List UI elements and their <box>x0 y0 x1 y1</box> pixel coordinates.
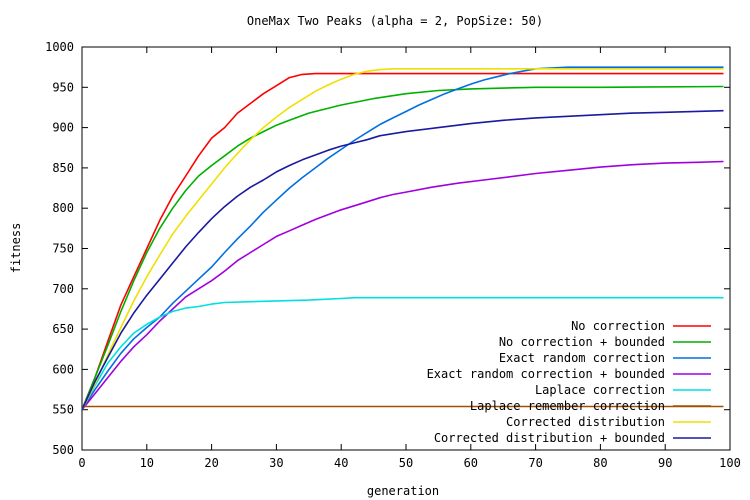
y-tick-label: 900 <box>52 121 74 135</box>
legend-label: Exact random correction <box>499 351 665 365</box>
y-tick-label: 700 <box>52 282 74 296</box>
series-line-1 <box>81 72 724 410</box>
x-tick-label: 100 <box>719 456 741 470</box>
x-tick-label: 40 <box>334 456 348 470</box>
series-line-5 <box>81 296 724 411</box>
x-tick-label: 90 <box>658 456 672 470</box>
legend-label: Corrected distribution + bounded <box>434 431 665 445</box>
y-tick-label: 850 <box>52 161 74 175</box>
y-tick-label: 950 <box>52 80 74 94</box>
series-line-7 <box>81 68 724 411</box>
y-tick-label: 750 <box>52 242 74 256</box>
x-tick-label: 20 <box>204 456 218 470</box>
x-axis-label: generation <box>367 484 439 498</box>
series-line-4 <box>81 160 724 411</box>
series-line-8 <box>81 109 724 411</box>
y-tick-label: 550 <box>52 403 74 417</box>
x-tick-label: 80 <box>593 456 607 470</box>
y-tick-label: 800 <box>52 201 74 215</box>
legend-label: Corrected distribution <box>506 415 665 429</box>
legend-label: No correction + bounded <box>499 335 665 349</box>
y-axis-label: fitness <box>9 223 23 274</box>
series-line-2 <box>81 85 724 410</box>
legend-label: Exact random correction + bounded <box>427 367 665 381</box>
series-lines <box>81 66 724 411</box>
y-axis: 500 550 600 650 700 750 800 850 900 950 1000 <box>45 40 730 457</box>
x-tick-label: 60 <box>464 456 478 470</box>
x-tick-label: 0 <box>78 456 85 470</box>
y-tick-label: 650 <box>52 322 74 336</box>
legend-label: Laplace remember correction <box>470 399 665 413</box>
series-line-3 <box>81 66 724 411</box>
x-tick-label: 70 <box>528 456 542 470</box>
x-axis: 0 10 20 30 40 50 60 70 80 90 100 <box>78 47 741 470</box>
x-tick-label: 10 <box>140 456 154 470</box>
y-tick-label: 600 <box>52 362 74 376</box>
chart-title: OneMax Two Peaks (alpha = 2, PopSize: 50… <box>247 14 543 28</box>
legend-label: Laplace correction <box>535 383 665 397</box>
legend-label: No correction <box>571 319 665 333</box>
x-tick-label: 30 <box>269 456 283 470</box>
y-tick-label: 500 <box>52 443 74 457</box>
y-tick-label: 1000 <box>45 40 74 54</box>
x-tick-label: 50 <box>399 456 413 470</box>
legend: No correction No correction + bounded Exac… <box>427 319 711 445</box>
